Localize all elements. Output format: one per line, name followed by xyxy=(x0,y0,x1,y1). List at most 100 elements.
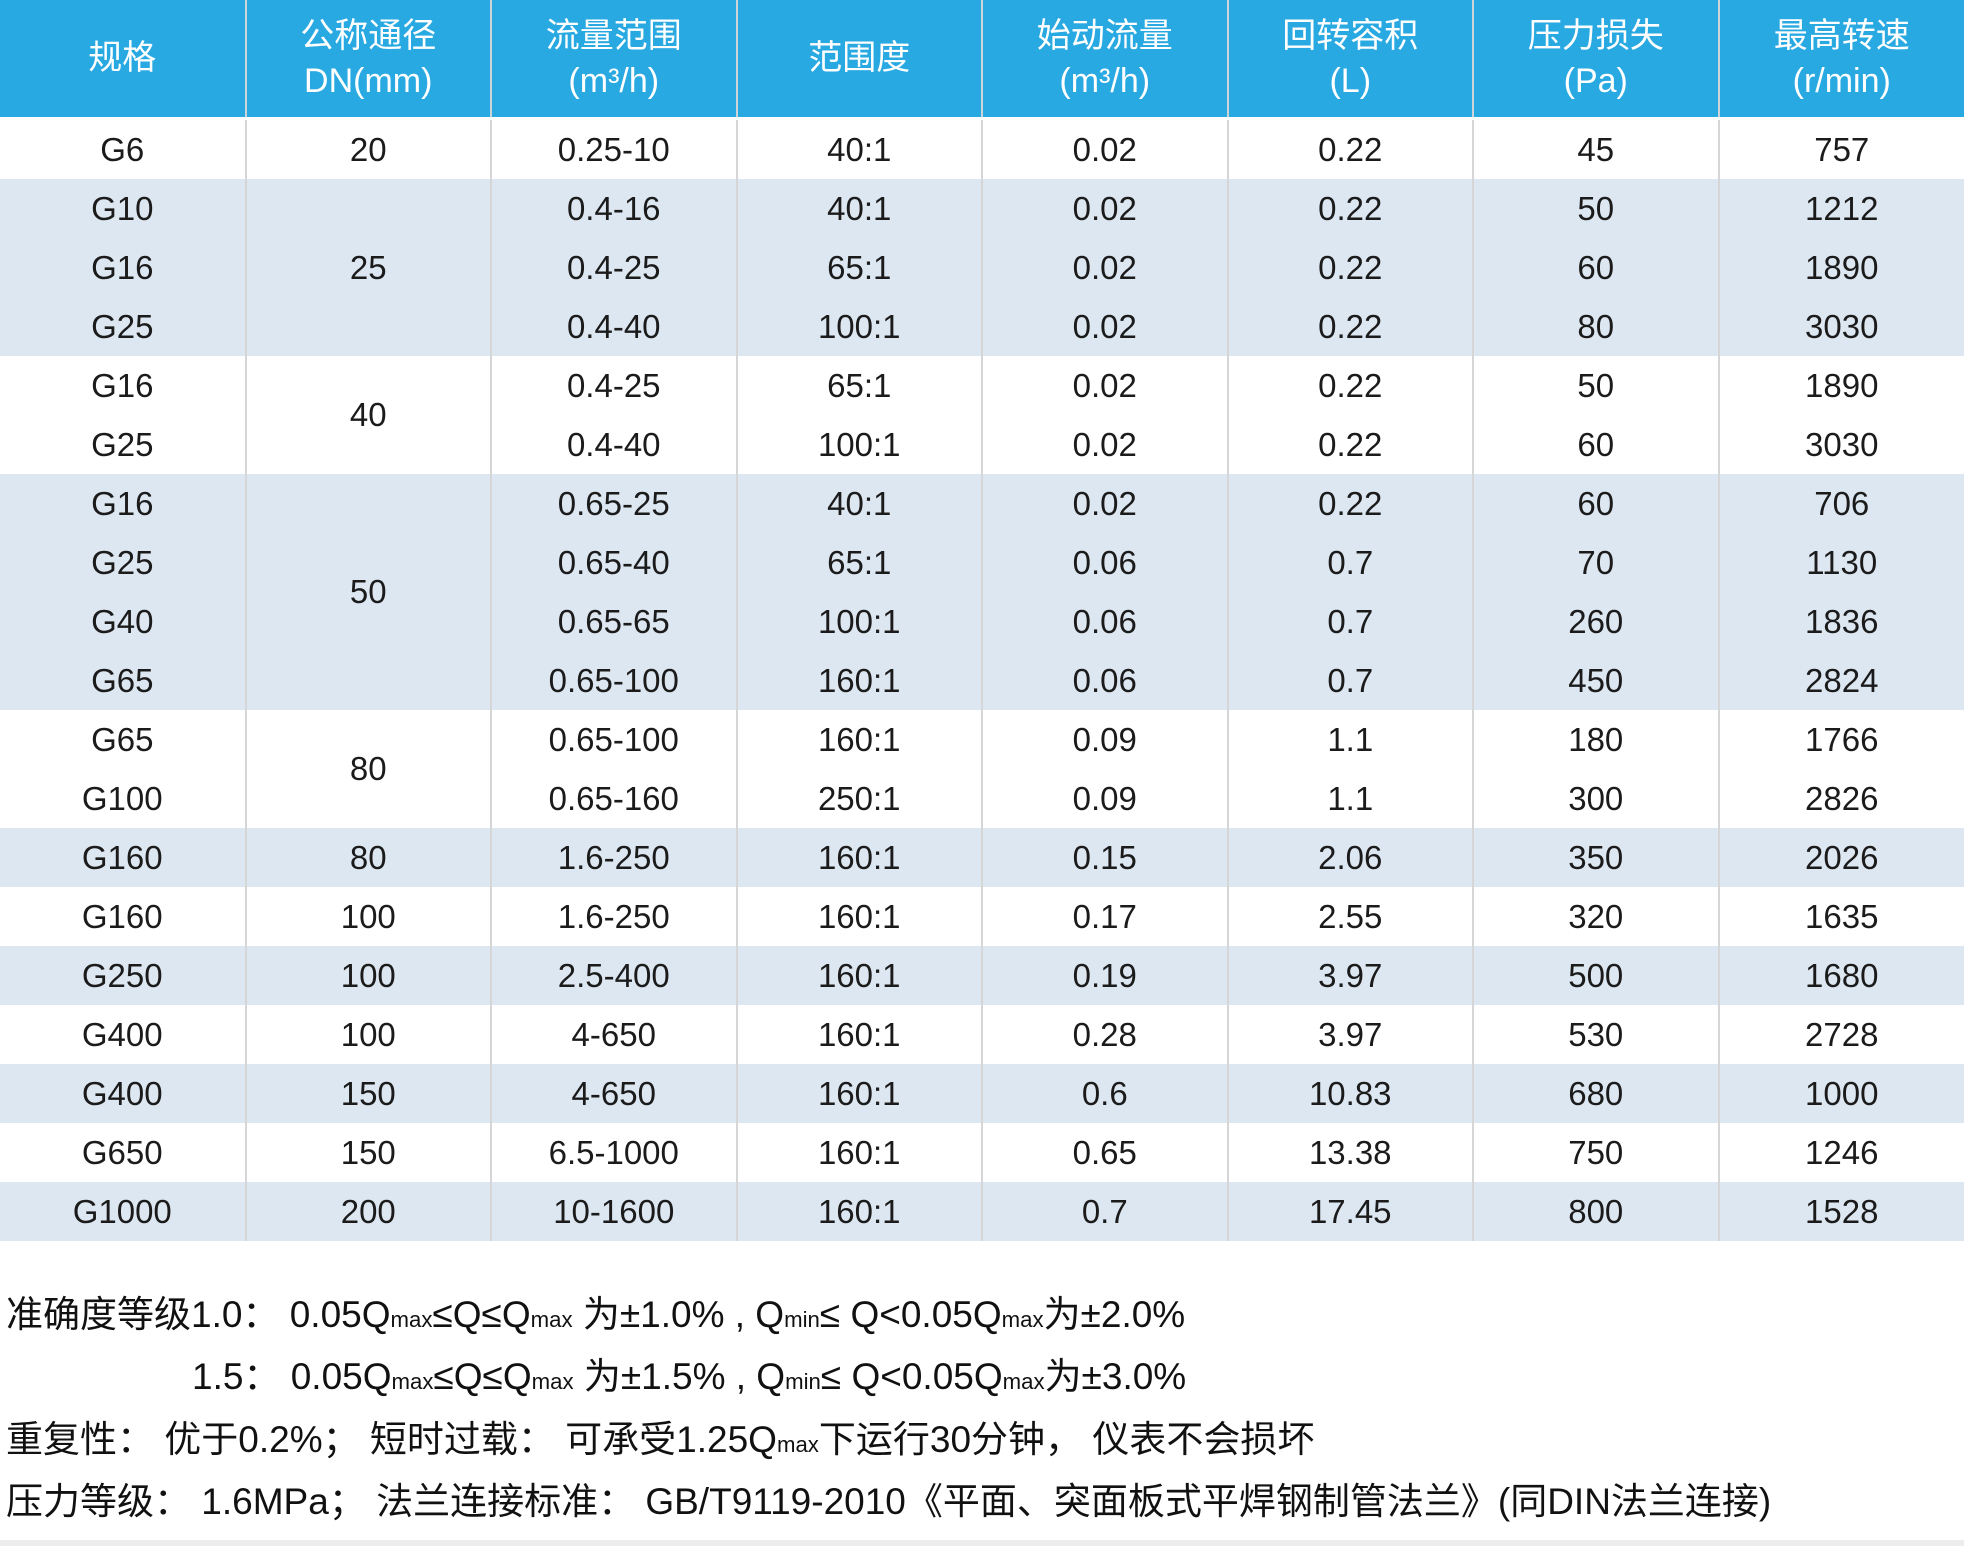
cell-spec: G1000 xyxy=(0,1182,246,1241)
cell-flow: 0.65-25 xyxy=(490,474,737,533)
cell-range: 100:1 xyxy=(735,297,982,356)
cell-flow: 4-650 xyxy=(490,1005,737,1064)
cell-volume: 0.22 xyxy=(1226,118,1473,179)
cell-pressure: 530 xyxy=(1472,1005,1719,1064)
cell-speed: 2026 xyxy=(1717,828,1964,887)
cell-volume: 0.7 xyxy=(1226,651,1473,710)
cell-start: 0.02 xyxy=(981,474,1228,533)
table-row: G400 100 4-650 160:1 0.28 3.97 530 2728 xyxy=(0,1005,1964,1064)
cell-pressure: 680 xyxy=(1472,1064,1719,1123)
table-row: G25 0.4-40 100:1 0.02 0.22 60 3030 xyxy=(0,415,1964,474)
table-row: G100 0.65-160 250:1 0.09 1.1 300 2826 xyxy=(0,769,1964,828)
cell-range: 160:1 xyxy=(735,828,982,887)
cell-range: 160:1 xyxy=(735,1064,982,1123)
header-cell-spec: 规格 xyxy=(0,0,246,120)
cell-spec: G400 xyxy=(0,1005,246,1064)
cell-volume: 0.22 xyxy=(1226,356,1473,415)
cell-dn: 100 xyxy=(244,946,491,1005)
cell-spec: G65 xyxy=(0,651,246,710)
spec-table-body: G6 20 0.25-10 40:1 0.02 0.22 45 757 G10 25 0.4-16 4… xyxy=(0,118,1964,1241)
footnotes: 准确度等级1.0： 0.05Qmax≤Q≤Qmax 为±1.0% , Qmin≤… xyxy=(0,1241,1964,1525)
cell-pressure: 70 xyxy=(1472,533,1719,592)
table-row: G160 100 1.6-250 160:1 0.17 2.55 320 1635 xyxy=(0,887,1964,946)
cell-dn: 25 xyxy=(244,179,491,356)
cell-flow: 0.65-65 xyxy=(490,592,737,651)
table-row: G16 0.4-25 65:1 0.02 0.22 60 1890 xyxy=(0,238,1964,297)
subscript-text: max xyxy=(391,1369,434,1395)
table-row: G10 25 0.4-16 40:1 0.02 0.22 50 1212 xyxy=(0,179,1964,356)
cell-flow: 2.5-400 xyxy=(490,946,737,1005)
cell-spec: G6 xyxy=(0,118,246,179)
subscript-text: max xyxy=(776,1431,819,1457)
note-text: ≤Q≤Q xyxy=(432,1294,531,1335)
cell-pressure: 60 xyxy=(1472,474,1719,533)
cell-start: 0.7 xyxy=(981,1182,1228,1241)
table-row: G400 150 4-650 160:1 0.6 10.83 680 1000 xyxy=(0,1064,1964,1123)
cell-range: 40:1 xyxy=(735,179,982,238)
header-cell-start: 始动流量 (m³/h) xyxy=(981,0,1228,120)
header-row: 规格 公称通径 DN(mm) 流量范围 (m³/h) 范围度 始动流量 (m³/h) 回转… xyxy=(0,0,1964,120)
cell-speed: 1000 xyxy=(1717,1064,1964,1123)
cell-flow: 1.6-250 xyxy=(490,887,737,946)
header-cell-range: 范围度 xyxy=(735,0,982,120)
cell-range: 40:1 xyxy=(735,474,982,533)
cell-pressure: 350 xyxy=(1472,828,1719,887)
cell-speed: 706 xyxy=(1717,474,1964,533)
cell-spec: G65 xyxy=(0,710,246,769)
cell-range: 100:1 xyxy=(735,415,982,474)
cell-range: 65:1 xyxy=(735,238,982,297)
table-row: G6 20 0.25-10 40:1 0.02 0.22 45 757 xyxy=(0,118,1964,179)
cell-flow: 0.65-40 xyxy=(490,533,737,592)
cell-volume: 0.22 xyxy=(1226,415,1473,474)
header-cell-pressure: 压力损失 (Pa) xyxy=(1472,0,1719,120)
cell-speed: 2826 xyxy=(1717,769,1964,828)
cell-volume: 1.1 xyxy=(1226,710,1473,769)
cell-volume: 2.55 xyxy=(1226,887,1473,946)
cell-range: 160:1 xyxy=(735,946,982,1005)
cell-range: 250:1 xyxy=(735,769,982,828)
cell-range: 160:1 xyxy=(735,1182,982,1241)
cell-flow: 0.65-160 xyxy=(490,769,737,828)
cell-flow: 4-650 xyxy=(490,1064,737,1123)
note-text: 为±3.0% xyxy=(1044,1356,1187,1398)
cell-flow: 1.6-250 xyxy=(490,828,737,887)
note-text: 准确度等级1.0： 0.05Q xyxy=(6,1294,391,1335)
cell-volume: 3.97 xyxy=(1226,1005,1473,1064)
cell-spec: G16 xyxy=(0,356,246,415)
cell-pressure: 45 xyxy=(1472,118,1719,179)
table-row: G650 150 6.5-1000 160:1 0.65 13.38 750 1246 xyxy=(0,1123,1964,1182)
cell-dn: 100 xyxy=(244,1005,491,1064)
note-text: 压力等级： 1.6MPa； 法兰连接标准： GB/T9119-2010《平面、突… xyxy=(6,1481,1772,1523)
cell-speed: 1680 xyxy=(1717,946,1964,1005)
cell-speed: 3030 xyxy=(1717,297,1964,356)
cell-pressure: 60 xyxy=(1472,415,1719,474)
cell-pressure: 750 xyxy=(1472,1123,1719,1182)
table-row: G25 0.65-40 65:1 0.06 0.7 70 1130 xyxy=(0,533,1964,592)
cell-range: 160:1 xyxy=(735,1123,982,1182)
cell-speed: 2824 xyxy=(1717,651,1964,710)
cell-start: 0.17 xyxy=(981,887,1228,946)
note-text: 为±1.0% , Q xyxy=(572,1294,785,1335)
cell-pressure: 800 xyxy=(1472,1182,1719,1241)
note-line: 准确度等级1.0： 0.05Qmax≤Q≤Qmax 为±1.0% , Qmin≤… xyxy=(6,1293,1954,1337)
cell-range: 100:1 xyxy=(735,592,982,651)
cell-speed: 1528 xyxy=(1717,1182,1964,1241)
spec-table: 规格 公称通径 DN(mm) 流量范围 (m³/h) 范围度 始动流量 (m³/h) 回转… xyxy=(0,0,1964,1241)
cell-start: 0.06 xyxy=(981,533,1228,592)
cell-pressure: 320 xyxy=(1472,887,1719,946)
note-text: 为±2.0% xyxy=(1043,1294,1186,1335)
cell-dn: 20 xyxy=(244,118,491,179)
cell-dn: 80 xyxy=(244,828,491,887)
cell-flow: 10-1600 xyxy=(490,1182,737,1241)
cell-volume: 0.7 xyxy=(1226,592,1473,651)
cell-spec: G160 xyxy=(0,828,246,887)
cell-speed: 757 xyxy=(1717,118,1964,179)
subscript-text: max xyxy=(530,1307,573,1332)
cell-start: 0.02 xyxy=(981,118,1228,179)
cell-flow: 6.5-1000 xyxy=(490,1123,737,1182)
header-cell-flow: 流量范围 (m³/h) xyxy=(490,0,737,120)
cell-pressure: 450 xyxy=(1472,651,1719,710)
cell-volume: 0.22 xyxy=(1226,474,1473,533)
note-line: 重复性： 优于0.2%； 短时过载： 可承受1.25Qmax下运行30分钟， 仪… xyxy=(6,1418,1954,1462)
cell-volume: 10.83 xyxy=(1226,1064,1473,1123)
